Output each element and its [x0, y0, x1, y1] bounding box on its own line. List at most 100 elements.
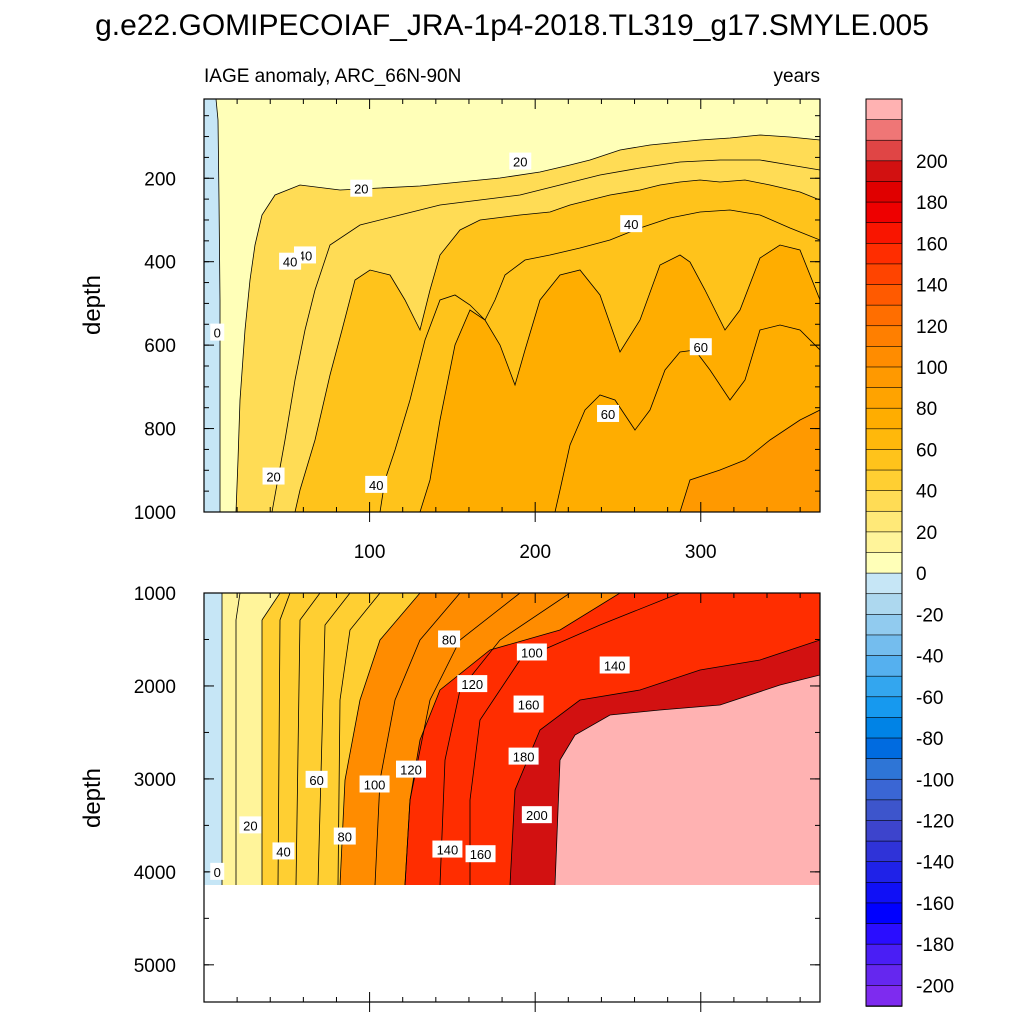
lower-contour-lines — [221, 593, 820, 886]
colorbar-box — [865, 902, 903, 925]
upper-axis-ticks — [203, 99, 820, 522]
contour-label-text: 60 — [309, 773, 323, 788]
lower-panel: 1000 2000 3000 4000 5000 0 20 40 60 80 100 120 80 12… — [79, 584, 821, 1012]
upper-contour-label: 40 — [365, 475, 388, 493]
contour-label-box — [210, 862, 225, 880]
colorbar-box — [865, 510, 903, 533]
contour-label-box — [272, 842, 295, 860]
contour-label-box — [350, 179, 373, 197]
colorbar-box — [865, 758, 903, 781]
upper-plot-frame — [203, 98, 821, 513]
colorbar-box — [865, 119, 903, 142]
lower-contour-label: 140 — [599, 656, 630, 674]
lower-contour-label: 100 — [359, 775, 390, 793]
upper-xtick-label: 300 — [685, 542, 717, 563]
contour-label-text: 120 — [400, 763, 422, 778]
colorbar-tick-label: 80 — [916, 399, 937, 420]
lower-contour-label: 40 — [272, 842, 295, 860]
colorbar-box — [865, 552, 903, 574]
contour-label-box — [689, 338, 712, 356]
variable-label: IAGE anomaly, ARC_66N-90N — [204, 66, 461, 87]
colorbar-tick-label: 200 — [916, 152, 948, 173]
upper-ytick-label: 400 — [144, 253, 176, 274]
contour-label-box — [279, 252, 302, 270]
contour-label-text: 40 — [624, 217, 638, 232]
upper-ytick-label: 600 — [144, 336, 176, 357]
units-label: years — [774, 66, 820, 87]
colorbar-box — [865, 696, 903, 719]
contour-label-box — [365, 475, 388, 493]
upper-contour-label: 20 — [262, 467, 285, 485]
upper-contour-label: 40 — [620, 215, 643, 233]
contour-label-text: 40 — [283, 255, 297, 270]
colorbar-tick-label: 140 — [916, 276, 948, 297]
contour-label-text: 40 — [276, 844, 290, 859]
upper-band-70 — [680, 410, 820, 512]
contour-label-text: 80 — [338, 830, 352, 845]
colorbar-box — [865, 655, 903, 677]
contour-label-box — [457, 675, 488, 693]
upper-contour-label: 0 — [210, 323, 225, 341]
upper-ytick-label: 800 — [144, 420, 176, 441]
contour-label-box — [509, 152, 532, 170]
contour-label-text: 60 — [601, 407, 615, 422]
colorbar-frame — [865, 98, 903, 1007]
figure-title: g.e22.GOMIPECOIAF_JRA-1p4-2018.TL319_g17… — [95, 9, 929, 42]
colorbar-tick-label: -140 — [916, 853, 954, 874]
colorbar-box — [865, 593, 903, 616]
colorbar-box — [865, 181, 903, 203]
colorbar-tick-labels: 200180160140120100806040200-20-40-60-80-… — [916, 152, 954, 998]
lower-contour-label: 180 — [508, 747, 539, 765]
colorbar-box — [865, 964, 903, 987]
contour-label-text: 100 — [521, 645, 543, 660]
colorbar-box — [865, 139, 903, 162]
lower-band-100-140 — [340, 593, 620, 885]
contour-label-box — [599, 656, 630, 674]
contour-label-text: 200 — [526, 808, 548, 823]
colorbar-box — [865, 614, 903, 636]
lower-contour-label: 20 — [239, 816, 262, 834]
colorbar-tick-label: 20 — [916, 523, 937, 544]
upper-contour-lines — [215, 99, 820, 512]
lower-contour-label: 80 — [333, 827, 356, 845]
lower-band-60-100 — [262, 593, 420, 885]
colorbar-tick-label: -100 — [916, 770, 954, 791]
contour-label-box — [597, 404, 620, 422]
upper-band-20 — [204, 99, 820, 512]
colorbar-tick-label: 0 — [916, 564, 927, 585]
contour-label-text: 20 — [354, 182, 368, 197]
contour-label-box — [620, 215, 643, 233]
lower-axis-ticks — [203, 592, 820, 1012]
colorbar-box — [865, 98, 903, 121]
lower-contour-label: 160 — [513, 695, 544, 713]
contour-label-box — [513, 695, 544, 713]
lower-ytick-label: 4000 — [134, 863, 176, 884]
contour-label-text: 60 — [694, 340, 708, 355]
colorbar-tick-label: 100 — [916, 358, 948, 379]
colorbar-tick-label: 180 — [916, 193, 948, 214]
colorbar-box — [865, 820, 903, 842]
lower-contour-fill — [204, 593, 820, 1002]
lower-ytick-label: 5000 — [134, 956, 176, 977]
colorbar-box — [865, 222, 903, 245]
colorbar-tick-label: -20 — [916, 605, 943, 626]
contour-label-text: 160 — [470, 847, 492, 862]
colorbar-box — [865, 469, 903, 492]
upper-ytick-label: 200 — [144, 169, 176, 190]
contour-label-text: 20 — [513, 155, 527, 170]
lower-contour-label: 160 — [465, 845, 496, 863]
lower-contour-label: 120 — [395, 760, 426, 778]
colorbar-tick-label: -200 — [916, 976, 954, 997]
colorbar-box — [865, 531, 903, 554]
contour-label-box — [359, 775, 390, 793]
contour-label-text: 0 — [214, 326, 221, 341]
contour-label-text: 120 — [461, 677, 483, 692]
colorbar-box — [865, 572, 903, 595]
upper-negative-strip — [204, 99, 220, 512]
contour-label-text: 100 — [364, 777, 386, 792]
lower-band-180-200 — [510, 640, 820, 885]
colorbar-box — [865, 263, 903, 286]
